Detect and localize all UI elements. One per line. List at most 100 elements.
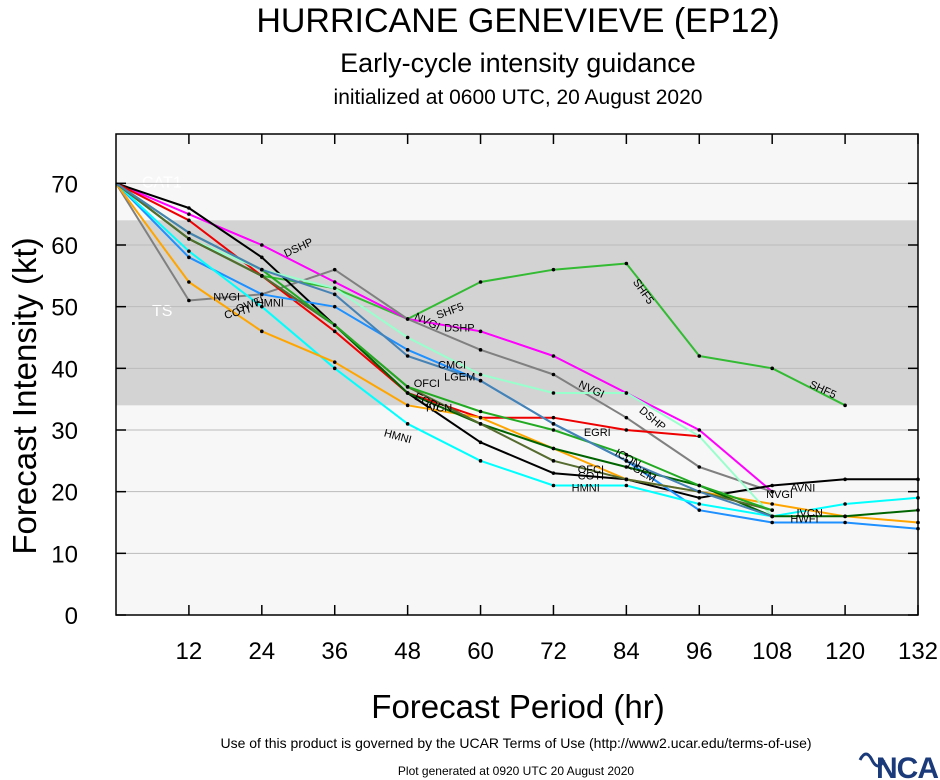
data-point-icon (551, 428, 556, 432)
data-point-coti (260, 329, 264, 334)
data-point-ivcn (843, 514, 847, 519)
x-tick-label: 108 (752, 638, 792, 665)
data-point-lgem (770, 514, 774, 519)
ncar-logo-text: NCAR (876, 752, 940, 780)
data-point-ofci (187, 237, 191, 241)
data-point-nvgi (332, 267, 337, 272)
x-tick-label: 120 (825, 638, 865, 665)
data-point-dshp (332, 280, 337, 284)
model-label-nvgi: NVGI (766, 489, 793, 501)
data-point-ivcn (624, 465, 629, 469)
series-line-lgem (115, 182, 773, 518)
model-label-coti: COTI (578, 470, 604, 482)
model-label-avni: AVNI (790, 483, 815, 495)
data-point-cmci (697, 434, 702, 438)
y-tick-label: 70 (51, 171, 78, 198)
data-point-coti (332, 360, 337, 364)
data-point-cmci (551, 391, 556, 395)
data-point-icon (478, 409, 483, 414)
data-point-egri (551, 415, 556, 420)
y-tick-label: 0 (65, 603, 78, 630)
data-point-shf5 (843, 403, 847, 408)
x-tick-label: 12 (176, 638, 203, 665)
model-label-hmni: HMNI (256, 298, 284, 310)
chart-subtitle: Early-cycle intensity guidance (340, 48, 696, 78)
ncar-logo: NCAR (858, 752, 940, 780)
data-point-icon (624, 452, 629, 457)
data-point-hwfi (187, 255, 191, 260)
data-point-lgem (332, 292, 337, 297)
data-point-avni (551, 471, 556, 475)
data-point-ofci (551, 459, 556, 463)
x-tick-label: 84 (613, 638, 640, 665)
chart-title: HURRICANE GENEVIEVE (EP12) (256, 2, 779, 40)
data-point-hmni (478, 459, 483, 463)
x-tick-label: 36 (321, 638, 348, 665)
y-tick-label: 50 (51, 295, 78, 322)
data-point-coti (405, 403, 410, 408)
data-point-avni (843, 477, 847, 482)
data-point-ivcn (551, 446, 556, 451)
data-point-egri (624, 428, 629, 432)
plot-frame (115, 133, 919, 616)
x-tick-label: 72 (540, 638, 567, 665)
series-line-coti (115, 182, 919, 524)
data-point-lgem (551, 422, 556, 426)
data-point-hmni (624, 483, 629, 488)
data-point-ofci (260, 274, 264, 278)
data-point-icon (405, 385, 410, 389)
data-point-nvgi (551, 372, 556, 377)
model-label-ofci: OFCI (578, 464, 604, 476)
y-tick-label: 10 (51, 541, 78, 568)
data-point-hmni (551, 483, 556, 488)
data-point-egri (187, 218, 191, 223)
data-point-lgem (187, 230, 191, 235)
x-axis-label: Forecast Period (hr) (371, 688, 664, 725)
data-point-nvgi (187, 298, 191, 303)
data-point-lgem (405, 354, 410, 358)
band-label-ts: TS (152, 303, 172, 320)
data-point-coti (187, 280, 191, 284)
data-point-hwfi (843, 520, 847, 525)
data-point-cmci (332, 286, 337, 290)
x-tick-label: 132 (898, 638, 938, 665)
data-point-nvgi (405, 317, 410, 321)
y-tick-label: 20 (51, 480, 78, 507)
data-point-hmni (843, 502, 847, 506)
data-point-lgem (478, 378, 483, 383)
x-tick-label: 48 (394, 638, 421, 665)
model-label-cmci: CMCI (438, 359, 466, 371)
plot-area: TSCAT1SHF5SHF5SHF5DSHPDSHPDSHPNVGINVGINV… (51, 133, 938, 665)
data-point-hmni (332, 366, 337, 371)
data-point-avni (260, 255, 264, 260)
data-point-lgem (624, 459, 629, 463)
data-point-hmni (697, 502, 702, 506)
data-point-hwfi (405, 348, 410, 352)
data-point-icon (332, 323, 337, 327)
series-line-hmni (115, 182, 919, 518)
y-tick-label: 40 (51, 356, 78, 383)
data-point-hwfi (332, 304, 337, 309)
data-point-shf5 (478, 280, 483, 284)
x-tick-label: 60 (467, 638, 494, 665)
plot-generated: Plot generated at 0920 UTC 20 August 202… (398, 764, 634, 778)
model-label-lgem: LGEM (444, 372, 475, 384)
terms-of-use: Use of this product is governed by the U… (220, 735, 811, 751)
data-point-shf5 (624, 261, 629, 266)
model-label-nvgi: NVGI (213, 292, 240, 304)
data-point-shf5 (770, 366, 774, 371)
model-label-ivcn: IVCN (796, 507, 822, 519)
model-label-egri: EGRI (584, 427, 611, 439)
data-point-ofci (478, 422, 483, 426)
series-line-nvgi (115, 182, 773, 493)
model-label-dshp: DSHP (444, 322, 475, 334)
data-point-avni (187, 206, 191, 210)
model-label-hwfi: HWFI (790, 514, 818, 526)
data-point-coti (478, 415, 483, 420)
data-point-hwfi (770, 520, 774, 525)
data-point-hwfi (260, 292, 264, 297)
data-point-lgem (260, 267, 264, 272)
data-point-hmni (405, 422, 410, 426)
data-point-dshp (187, 212, 191, 216)
data-point-cmci (405, 335, 410, 340)
